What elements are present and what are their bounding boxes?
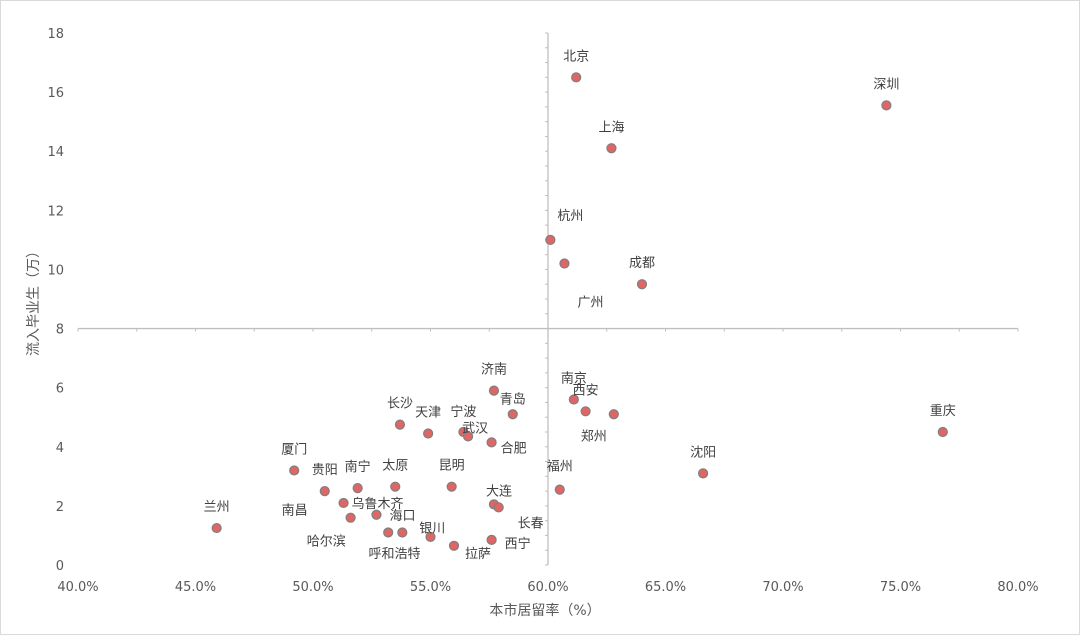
- data-point-marker: [319, 486, 330, 497]
- data-point-label: 宁波: [450, 404, 476, 420]
- data-point-label: 银川: [419, 521, 445, 536]
- data-point-label: 济南: [481, 362, 507, 378]
- data-point-marker: [371, 509, 382, 520]
- data-point-marker: [937, 426, 948, 438]
- data-point-marker: [606, 143, 617, 154]
- y-tick-label: 10: [47, 263, 64, 278]
- data-point-marker: [608, 409, 619, 420]
- data-point-label: 广州: [577, 296, 603, 311]
- data-point-label: 贵阳: [312, 463, 338, 478]
- data-point-marker: [289, 465, 300, 476]
- data-point-label: 合肥: [501, 441, 527, 456]
- data-point-label: 大连: [486, 483, 512, 499]
- crosshair-lines: [77, 32, 1019, 566]
- data-point-marker: [383, 527, 394, 538]
- y-tick-label: 4: [56, 441, 64, 456]
- data-point-label: 南京: [561, 370, 587, 386]
- data-point-label: 厦门: [281, 442, 307, 457]
- data-point-label: 深圳: [873, 77, 899, 92]
- y-tick-label: 8: [56, 323, 64, 338]
- data-point-label: 拉萨: [465, 547, 491, 562]
- x-tick-label: 45.0%: [175, 580, 216, 595]
- x-tick-label: 55.0%: [410, 580, 451, 595]
- data-point-label: 哈尔滨: [307, 533, 346, 549]
- data-point-marker: [345, 512, 356, 523]
- data-point-marker: [463, 431, 474, 442]
- data-point-marker: [390, 481, 401, 492]
- y-tick-label: 6: [56, 382, 64, 397]
- y-tick-label: 0: [56, 559, 64, 574]
- y-tick-label: 12: [47, 204, 64, 219]
- data-point-marker: [352, 483, 363, 494]
- data-point-label: 成都: [629, 256, 655, 271]
- data-point-label: 乌鲁木齐: [352, 496, 404, 512]
- x-tick-label: 65.0%: [645, 580, 686, 595]
- data-point-marker: [448, 540, 460, 551]
- data-point-marker: [554, 484, 565, 495]
- data-point-marker: [571, 72, 582, 83]
- data-point-label: 青岛: [500, 391, 526, 407]
- data-point-marker: [394, 419, 406, 430]
- data-point-label: 长春: [518, 516, 544, 531]
- y-tick-label: 18: [47, 27, 64, 42]
- x-tick-label: 75.0%: [880, 580, 921, 595]
- data-point-label: 呼和浩特: [368, 547, 420, 562]
- data-point-label: 重庆: [930, 403, 956, 419]
- data-point-label: 上海: [598, 120, 624, 135]
- tick-labels: 40.0% 45.0% 50.0% 55.0% 60.0% 65.0% 70.0% 75.0%…: [47, 27, 1038, 595]
- data-point-label: 沈阳: [690, 445, 716, 460]
- data-point-marker: [545, 234, 556, 245]
- data-point-label: 兰州: [204, 500, 230, 515]
- x-tick-label: 50.0%: [292, 580, 333, 595]
- x-tick-label: 80.0%: [997, 580, 1038, 595]
- data-point-label: 海口: [389, 509, 415, 524]
- data-point-label: 太原: [382, 459, 408, 474]
- data-point-marker: [423, 428, 434, 439]
- data-point-marker: [397, 527, 408, 538]
- data-point-marker: [493, 502, 504, 513]
- x-tick-label: 70.0%: [762, 580, 803, 595]
- data-point-marker: [338, 497, 349, 509]
- data-point-marker: [486, 534, 497, 545]
- x-tick-label: 40.0%: [57, 580, 98, 595]
- x-axis-title: 本市居留率（%）: [489, 602, 600, 619]
- data-point-label: 北京: [563, 49, 589, 64]
- data-point-marker: [568, 394, 579, 405]
- data-point-marker: [425, 531, 436, 543]
- data-point-label: 南昌: [282, 503, 308, 519]
- data-point-label: 昆明: [439, 459, 465, 474]
- data-point-label: 杭州: [557, 209, 583, 224]
- data-point-marker: [486, 437, 497, 448]
- y-axis-title: 流入毕业生（万）: [26, 244, 42, 356]
- data-point-marker: [488, 385, 500, 396]
- data-point-marker: [636, 279, 648, 290]
- data-point-marker: [580, 406, 591, 417]
- data-points: [211, 72, 948, 551]
- data-point-marker: [507, 409, 518, 420]
- data-point-label: 武汉: [462, 421, 488, 436]
- data-point-label: 福州: [547, 460, 573, 475]
- data-point-marker: [697, 468, 709, 479]
- data-point-label: 西安: [573, 383, 599, 398]
- data-point-label: 郑州: [581, 429, 607, 444]
- data-point-label: 长沙: [387, 397, 413, 412]
- x-tick-label: 60.0%: [527, 580, 568, 595]
- data-point-label: 天津: [415, 405, 441, 420]
- y-tick-label: 14: [47, 145, 64, 160]
- data-point-marker: [446, 481, 457, 492]
- data-point-marker: [559, 258, 570, 269]
- y-tick-label: 2: [56, 500, 64, 515]
- data-point-marker: [881, 100, 892, 111]
- y-tick-label: 16: [47, 86, 64, 101]
- data-point-label: 南宁: [345, 459, 371, 475]
- data-point-label: 西宁: [505, 536, 531, 552]
- data-point-marker: [211, 522, 222, 534]
